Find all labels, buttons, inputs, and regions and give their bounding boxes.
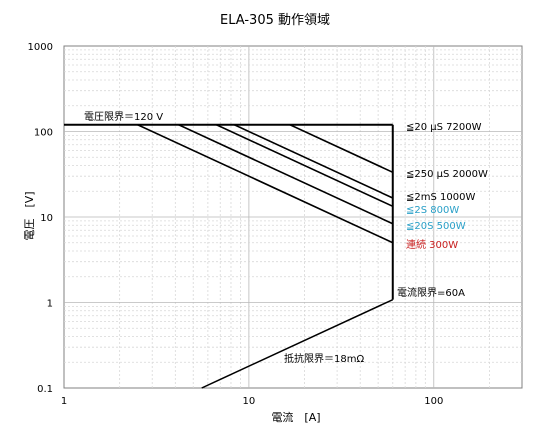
- operating-envelope: [64, 123, 394, 389]
- legend: ≦20 μS 7200W ≦250 μS 2000W ≦2mS 1000W ≦2…: [406, 122, 488, 251]
- chart-title: ELA-305 動作領域: [220, 12, 330, 28]
- legend-2s: ≦2S 800W: [406, 205, 459, 216]
- power-line-5: [137, 124, 394, 244]
- tick-labels: 1 10 100 0.1 1 10 100 1000: [28, 42, 444, 407]
- legend-250us: ≦250 μS 2000W: [406, 169, 488, 180]
- legend-20us: ≦20 μS 7200W: [406, 122, 482, 133]
- x-tick-label: 10: [243, 396, 256, 407]
- power-line-3: [215, 124, 394, 208]
- power-lines: [137, 124, 394, 244]
- y-tick-label: 1000: [28, 42, 53, 53]
- x-axis-label: 電流 [A]: [271, 410, 320, 424]
- current-limit-label: 電流限界=60A: [397, 286, 465, 299]
- power-line-2: [233, 124, 394, 199]
- x-tick-label: 100: [424, 396, 443, 407]
- y-tick-label: 10: [40, 213, 53, 224]
- legend-continuous: 連続 300W: [406, 238, 458, 251]
- voltage-limit-label: 電圧限界＝120 V: [84, 111, 163, 123]
- power-line-4: [178, 124, 394, 225]
- grid: [64, 46, 522, 388]
- power-line-1: [289, 124, 394, 174]
- y-tick-label: 0.1: [37, 384, 53, 395]
- x-tick-label: 1: [61, 396, 67, 407]
- legend-2ms: ≦2mS 1000W: [406, 192, 475, 203]
- legend-20s: ≦20S 500W: [406, 221, 466, 232]
- y-tick-label: 1: [47, 299, 53, 310]
- y-tick-label: 100: [34, 128, 53, 139]
- resistance-limit-line: [201, 298, 394, 389]
- y-axis-label: 電圧 [V]: [23, 191, 36, 240]
- resistance-limit-label: 抵抗限界＝18mΩ: [284, 352, 364, 365]
